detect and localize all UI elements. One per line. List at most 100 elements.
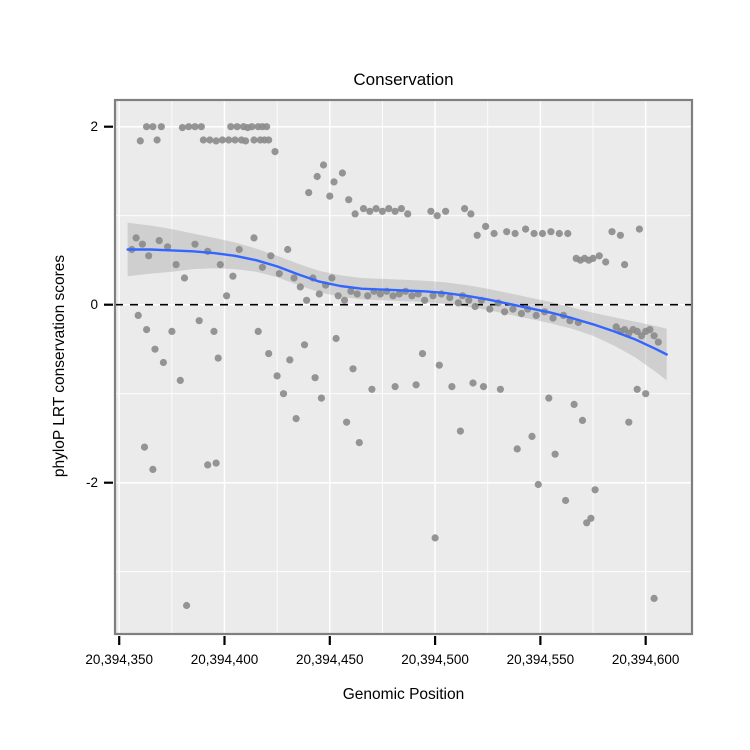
- data-point: [545, 394, 553, 402]
- data-point: [633, 327, 641, 335]
- data-point: [164, 243, 172, 251]
- y-tick-label: -2: [86, 475, 98, 490]
- data-point: [159, 358, 167, 367]
- data-point: [319, 161, 328, 169]
- data-point: [212, 459, 220, 467]
- data-point: [633, 385, 641, 393]
- y-axis-label: phyloP LRT conservation scores: [51, 254, 68, 478]
- data-point: [134, 311, 142, 319]
- data-point: [343, 418, 351, 426]
- data-point: [143, 326, 151, 334]
- data-point: [292, 415, 300, 423]
- data-point: [479, 383, 488, 391]
- panel-border: [113, 98, 694, 636]
- data-point: [421, 296, 429, 304]
- data-point: [279, 390, 288, 398]
- data-point: [204, 461, 212, 469]
- data-point: [378, 207, 386, 215]
- data-point: [562, 496, 570, 505]
- data-point: [366, 207, 374, 215]
- data-point: [315, 290, 323, 298]
- data-point: [145, 252, 153, 260]
- data-point: [347, 287, 355, 295]
- data-point: [305, 189, 313, 197]
- data-point: [191, 240, 199, 248]
- data-point: [513, 445, 521, 453]
- data-point: [385, 205, 393, 213]
- x-tick-label: 20,394,450: [296, 652, 364, 667]
- data-point: [242, 137, 250, 145]
- data-point: [418, 350, 427, 358]
- data-point: [482, 222, 490, 230]
- data-point: [583, 519, 591, 527]
- data-point: [303, 296, 311, 304]
- data-point: [271, 148, 279, 156]
- data-point: [522, 225, 530, 233]
- data-point: [233, 123, 241, 131]
- x-axis-label: Genomic Position: [342, 686, 465, 703]
- data-point: [317, 394, 325, 402]
- data-point: [511, 229, 519, 238]
- data-point: [157, 123, 165, 131]
- data-point: [229, 272, 237, 280]
- data-point: [532, 311, 540, 319]
- data-point: [530, 229, 538, 238]
- data-point: [612, 323, 620, 331]
- data-point: [404, 210, 412, 218]
- data-point: [469, 379, 477, 387]
- data-point: [496, 385, 504, 393]
- data-point: [275, 270, 283, 278]
- x-tick-label: 20,394,350: [85, 652, 153, 667]
- data-point: [646, 326, 654, 334]
- smooth-line: [126, 248, 668, 356]
- data-point: [185, 123, 193, 131]
- data-point: [412, 381, 420, 389]
- data-point: [265, 136, 273, 144]
- data-point: [300, 341, 309, 349]
- data-point: [330, 178, 338, 186]
- data-point: [397, 205, 405, 213]
- data-point: [490, 229, 498, 238]
- data-point: [608, 228, 616, 236]
- data-point: [218, 136, 226, 144]
- data-point: [151, 345, 159, 353]
- data-point: [376, 290, 384, 298]
- data-point: [235, 245, 243, 254]
- data-point: [517, 310, 526, 318]
- data-point: [340, 296, 349, 304]
- data-point: [199, 136, 207, 144]
- data-point: [435, 361, 443, 369]
- data-point: [136, 137, 144, 145]
- data-point: [509, 305, 517, 313]
- data-point: [149, 465, 157, 473]
- data-point: [461, 205, 469, 213]
- data-point: [528, 432, 536, 440]
- data-point: [172, 261, 180, 269]
- data-point: [551, 450, 559, 458]
- data-point: [391, 383, 399, 391]
- data-point: [338, 169, 346, 177]
- data-point: [231, 136, 239, 144]
- data-point: [578, 416, 587, 424]
- data-point: [191, 123, 199, 131]
- data-point: [290, 274, 298, 282]
- data-point: [589, 254, 597, 262]
- data-point: [267, 252, 275, 260]
- data-point: [433, 212, 441, 220]
- data-point: [448, 383, 456, 391]
- data-point: [138, 240, 146, 248]
- data-point: [223, 292, 231, 300]
- data-point: [311, 374, 319, 382]
- data-point: [225, 136, 233, 144]
- data-point: [254, 327, 262, 335]
- y-tick-label: 0: [90, 297, 98, 312]
- data-point: [143, 123, 151, 131]
- data-point: [486, 305, 494, 313]
- data-point: [296, 283, 304, 291]
- data-point: [353, 290, 361, 298]
- data-point: [197, 123, 205, 131]
- data-point: [564, 229, 572, 238]
- data-point: [555, 229, 563, 238]
- y-tick-label: 2: [90, 119, 98, 134]
